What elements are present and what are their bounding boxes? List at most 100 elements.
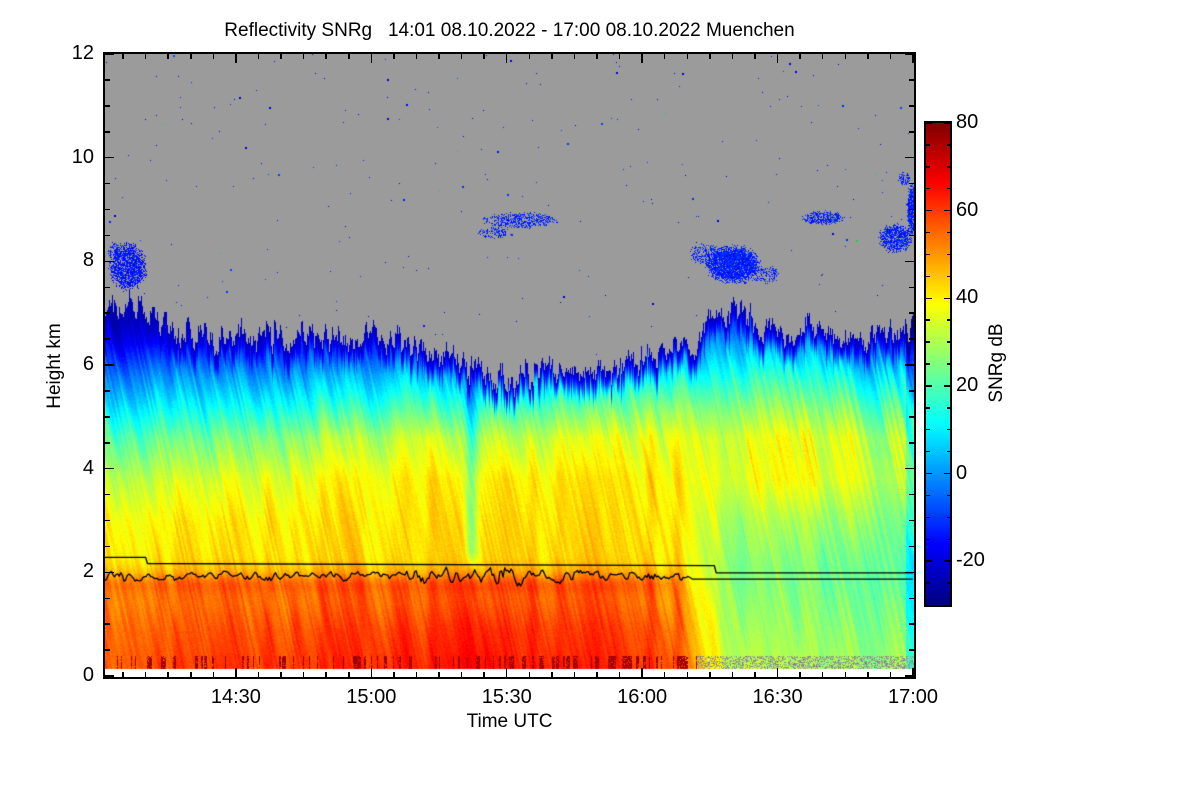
x-minor-tick	[280, 672, 282, 677]
y-major-tick	[105, 571, 114, 574]
x-minor-tick	[889, 54, 892, 59]
y-major-tick	[105, 156, 114, 159]
x-tick-label: 17:00	[887, 686, 939, 708]
x-minor-tick	[821, 54, 824, 59]
x-minor-tick	[460, 672, 463, 677]
colorbar-minor-tick	[946, 538, 950, 541]
x-minor-tick	[799, 54, 801, 59]
x-minor-tick	[528, 54, 531, 59]
y-minor-tick	[105, 623, 110, 625]
x-minor-tick	[709, 54, 711, 59]
colorbar-minor-tick	[946, 363, 950, 365]
x-minor-tick	[393, 672, 395, 677]
colorbar-minor-tick	[946, 516, 950, 519]
x-minor-tick	[573, 672, 576, 677]
x-minor-tick	[596, 672, 598, 677]
y-major-tick	[905, 467, 914, 470]
y-minor-tick	[909, 131, 914, 133]
x-minor-tick	[438, 672, 440, 677]
x-tick-label: 15:00	[346, 686, 397, 708]
x-minor-tick	[212, 672, 215, 677]
x-minor-tick	[460, 54, 463, 59]
x-minor-tick	[167, 54, 169, 59]
x-minor-tick	[415, 54, 418, 59]
colorbar-major-tick	[944, 472, 950, 475]
colorbar-minor-tick	[946, 319, 950, 321]
x-minor-tick	[821, 672, 824, 677]
y-tick-label: 10	[71, 145, 94, 168]
colorbar-minor-tick	[926, 538, 930, 541]
colorbar-minor-tick	[946, 341, 950, 343]
y-minor-tick	[105, 131, 110, 133]
colorbar-minor-tick	[946, 428, 950, 431]
colorbar-major-tick	[944, 385, 950, 387]
x-major-tick	[235, 54, 237, 63]
colorbar-label: SNRg dB	[986, 323, 1007, 403]
x-major-tick	[776, 54, 779, 63]
colorbar-minor-tick	[926, 407, 930, 409]
x-major-tick	[641, 668, 643, 677]
y-minor-tick	[909, 234, 914, 237]
x-minor-tick	[731, 672, 734, 677]
plot-title: Reflectivity SNRg 14:01 08.10.2022 - 17:…	[224, 20, 795, 41]
colorbar-minor-tick	[946, 187, 950, 190]
x-minor-tick	[325, 672, 327, 677]
heatmap-canvas	[105, 54, 914, 677]
y-major-tick	[105, 675, 114, 677]
y-minor-tick	[105, 286, 110, 288]
colorbar-minor-tick	[926, 231, 930, 234]
colorbar-canvas	[926, 123, 950, 605]
y-minor-tick	[105, 493, 110, 496]
colorbar-minor-tick	[926, 363, 930, 365]
x-minor-tick	[212, 54, 215, 59]
x-major-tick	[370, 668, 373, 677]
y-minor-tick	[105, 208, 110, 211]
colorbar-minor-tick	[946, 253, 950, 256]
x-minor-tick	[190, 54, 192, 59]
x-minor-tick	[438, 54, 440, 59]
colorbar-frame	[924, 121, 952, 607]
y-axis-label: Height km	[44, 323, 65, 409]
colorbar-tick-label: 20	[956, 373, 979, 396]
y-major-tick	[905, 364, 914, 366]
y-major-tick	[105, 467, 114, 470]
colorbar-minor-tick	[926, 516, 930, 519]
y-minor-tick	[105, 545, 110, 548]
colorbar-minor-tick	[926, 319, 930, 321]
x-minor-tick	[280, 54, 282, 59]
y-major-tick	[105, 260, 114, 263]
colorbar-minor-tick	[946, 450, 950, 453]
colorbar-minor-tick	[946, 582, 950, 584]
colorbar-tick-label: 0	[956, 461, 968, 484]
x-minor-tick	[889, 672, 892, 677]
x-minor-tick	[122, 672, 124, 677]
colorbar-tick-label: 80	[956, 111, 979, 133]
y-minor-tick	[105, 182, 110, 185]
colorbar-minor-tick	[946, 144, 950, 146]
x-minor-tick	[551, 54, 553, 59]
x-minor-tick	[528, 672, 531, 677]
y-tick-label: 6	[82, 353, 94, 375]
x-minor-tick	[325, 54, 327, 59]
x-tick-label: 15:30	[481, 686, 532, 708]
colorbar-minor-tick	[926, 341, 930, 343]
x-minor-tick	[144, 672, 147, 677]
y-minor-tick	[909, 519, 914, 522]
colorbar-tick-label: 60	[956, 198, 979, 221]
colorbar-major-tick	[926, 385, 932, 387]
x-minor-tick	[573, 54, 576, 59]
colorbar-major-tick	[926, 122, 932, 124]
x-minor-tick	[618, 54, 621, 59]
y-tick-label: 0	[82, 664, 94, 686]
y-major-tick	[905, 260, 914, 263]
y-minor-tick	[105, 442, 110, 444]
y-minor-tick	[909, 442, 914, 444]
y-minor-tick	[909, 649, 914, 651]
colorbar-major-tick	[944, 122, 950, 124]
colorbar-minor-tick	[926, 450, 930, 453]
x-minor-tick	[415, 672, 418, 677]
x-minor-tick	[144, 54, 147, 59]
y-minor-tick	[909, 623, 914, 625]
colorbar-minor-tick	[926, 428, 930, 431]
